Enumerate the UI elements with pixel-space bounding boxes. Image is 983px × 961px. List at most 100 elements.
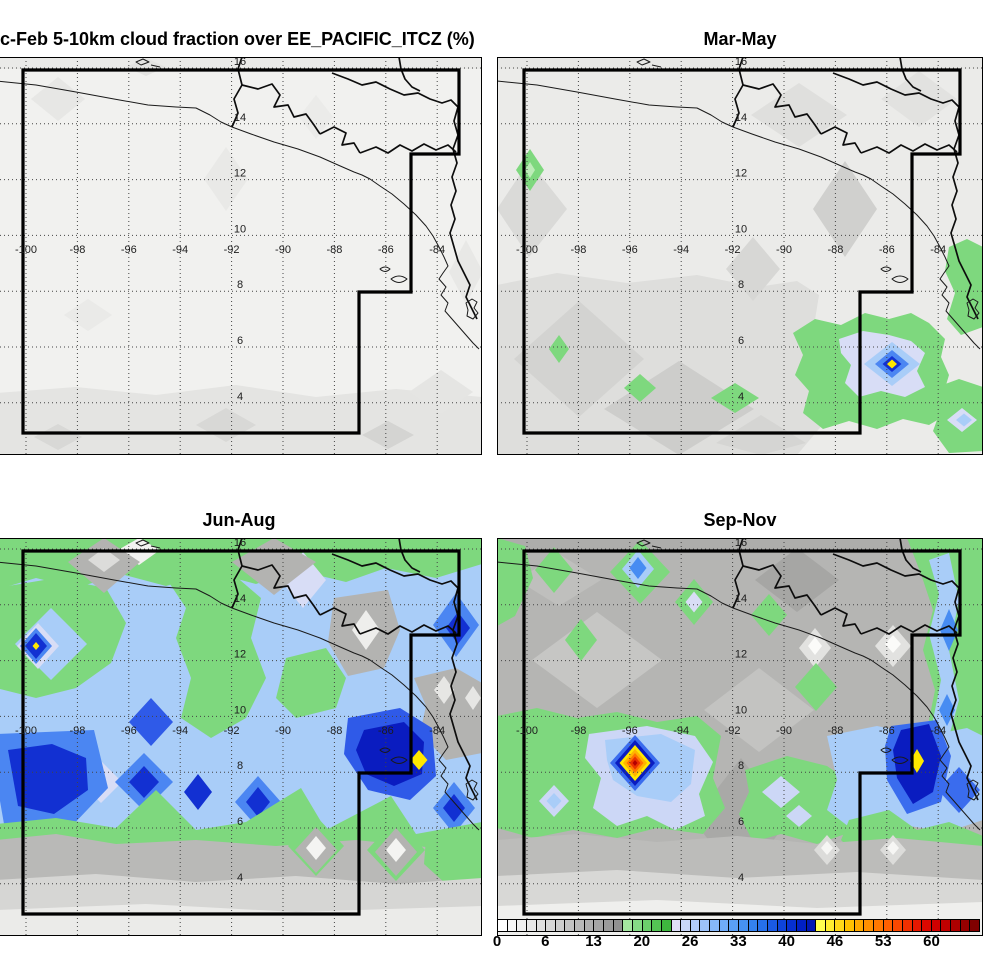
- lon-tick-label: -84: [429, 725, 445, 737]
- lon-tick-label: -90: [776, 244, 792, 256]
- colorbar-cell: [565, 920, 576, 931]
- costa-rica-caribbean-islands: [465, 779, 479, 801]
- lat-tick-label: 6: [738, 816, 744, 828]
- contour-blobs-jun-aug: [0, 538, 482, 936]
- itcz-region-outline: [21, 68, 461, 435]
- lat-tick-label: 10: [735, 704, 747, 716]
- local-max-marker-jun-aug-east: [410, 750, 428, 770]
- lon-tick-label: -94: [673, 725, 689, 737]
- colorbar-cell: [931, 920, 942, 931]
- colorbar-cell: [719, 920, 730, 931]
- panel-sep-nov: -100 -98 -96 -94 -92 -90 -88 -86 -84 16 14 12 10 8 6 4: [497, 538, 983, 936]
- lon-tick-label: -90: [275, 244, 291, 256]
- lon-tick-label: -90: [275, 725, 291, 737]
- title-sep-nov: Sep-Nov: [703, 510, 777, 530]
- lon-tick-label: -96: [622, 244, 638, 256]
- colorbar-tick-label: 40: [778, 933, 795, 950]
- guatemala-borders: [742, 83, 822, 135]
- nicaragua-lakes: [880, 747, 909, 764]
- nicaragua-lakes: [379, 266, 408, 283]
- colorbar-cell: [912, 920, 923, 931]
- yucatan-border: [398, 57, 421, 92]
- lon-tick-label: -98: [69, 244, 85, 256]
- colorbar-tick-label: 60: [923, 933, 940, 950]
- terrain-squiggle: [636, 539, 662, 549]
- lon-tick-label: -94: [172, 244, 188, 256]
- terrain-squiggle: [135, 539, 161, 549]
- lat-tick-label: 6: [237, 335, 243, 347]
- colorbar-cell: [671, 920, 682, 931]
- colorbar-cell: [575, 920, 585, 931]
- lat-tick-label: 12: [735, 649, 747, 661]
- lon-tick-label: -88: [326, 725, 342, 737]
- itcz-region-outline: [522, 68, 962, 435]
- colorbar-cell: [642, 920, 653, 931]
- el-salvador-honduras-border: [820, 126, 862, 154]
- colorbar-cell: [787, 920, 797, 931]
- nicaragua-lakes: [379, 747, 408, 764]
- local-max-marker-sep-nov-west: [632, 760, 638, 766]
- lat-tick-label: 14: [234, 593, 246, 605]
- pacific-coastline: [0, 561, 480, 831]
- local-max-marker-mar-may: [887, 359, 897, 369]
- lat-tick-label: 8: [237, 760, 243, 772]
- panel-dec-feb: -100 -98 -96 -94 -92 -90 -88 -86 -84 16 14 12 10 8 6 4: [0, 57, 482, 455]
- honduras-nicaragua-border: [359, 143, 457, 154]
- title-dec-feb: c-Feb 5-10km cloud fraction over EE_PACI…: [0, 29, 475, 49]
- itcz-region-outline: [522, 549, 962, 916]
- lon-tick-label: -92: [224, 725, 240, 737]
- lon-tick-label: -100: [15, 725, 37, 737]
- lon-tick-label: -90: [776, 725, 792, 737]
- colorbar-cell: [873, 920, 884, 931]
- map-jun-aug: -100 -98 -96 -94 -92 -90 -88 -86 -84 16 14 12 10 8 6 4: [0, 538, 482, 936]
- lat-tick-label: 4: [738, 872, 744, 884]
- base-map-layer: -100 -98 -96 -94 -92 -90 -88 -86 -84 16 14 12 10 8 6 4: [0, 538, 482, 936]
- panel-frame: [0, 57, 482, 455]
- colorbar-labels: 0 6 13 20 26 33 40 46 53 60: [493, 933, 980, 953]
- colorbar-cell: [825, 920, 836, 931]
- colorbar-cell: [739, 920, 749, 931]
- lon-tick-label: -84: [930, 725, 946, 737]
- colorbar-tick-label: 0: [492, 933, 502, 950]
- colorbar-cell: [796, 920, 807, 931]
- colorbar-cell: [690, 920, 701, 931]
- colorbar-cell: [758, 920, 768, 931]
- panel-frame: [0, 538, 482, 936]
- guatemala-borders: [241, 564, 321, 616]
- lon-tick-label: -92: [224, 244, 240, 256]
- lon-tick-label: -98: [570, 725, 586, 737]
- colorbar-cell: [767, 920, 778, 931]
- local-max-marker-jun-aug-west: [32, 642, 40, 650]
- panel-mar-may: -100 -98 -96 -94 -92 -90 -88 -86 -84 16 14 12 10 8 6 4: [497, 57, 983, 455]
- lon-tick-label: -98: [570, 244, 586, 256]
- map-sep-nov: -100 -98 -96 -94 -92 -90 -88 -86 -84 16 14 12 10 8 6 4: [497, 538, 983, 936]
- map-mar-may: -100 -98 -96 -94 -92 -90 -88 -86 -84 16 14 12 10 8 6 4: [497, 57, 983, 455]
- colorbar-cell: [700, 920, 711, 931]
- mexico-guatemala-border: [732, 57, 744, 128]
- pacific-coastline: [497, 80, 981, 350]
- lat-tick-label: 6: [738, 335, 744, 347]
- base-map-layer: -100 -98 -96 -94 -92 -90 -88 -86 -84 16 14 12 10 8 6 4: [497, 538, 983, 936]
- lon-tick-label: -88: [326, 244, 342, 256]
- mexico-guatemala-border: [231, 57, 243, 128]
- colorbar: [497, 919, 980, 932]
- mexico-guatemala-border: [732, 538, 744, 609]
- colorbar-tick-label: 20: [633, 933, 651, 950]
- panel-jun-aug: -100 -98 -96 -94 -92 -90 -88 -86 -84 16 14 12 10 8 6 4: [0, 538, 482, 936]
- colorbar-tick-label: 53: [874, 933, 892, 950]
- lon-tick-label: -84: [429, 244, 445, 256]
- colorbar-cell: [507, 920, 518, 931]
- colorbar-cell: [632, 920, 643, 931]
- lat-tick-label: 16: [234, 57, 246, 68]
- colorbar-cell: [951, 920, 961, 931]
- lat-tick-label: 12: [234, 168, 246, 180]
- costa-rica-caribbean-islands: [465, 298, 479, 320]
- lat-tick-label: 14: [735, 593, 747, 605]
- lat-tick-label: 16: [735, 57, 747, 68]
- lat-tick-label: 10: [234, 223, 246, 235]
- lon-tick-label: -86: [879, 244, 895, 256]
- el-salvador-honduras-border: [820, 607, 862, 635]
- el-salvador-honduras-border: [319, 126, 361, 154]
- el-salvador-honduras-border: [319, 607, 361, 635]
